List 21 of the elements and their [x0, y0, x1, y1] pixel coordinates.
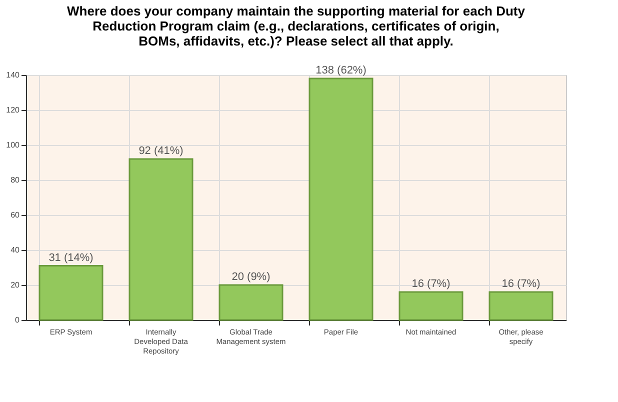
bar [488, 291, 554, 321]
data-label: 16 (7%) [502, 278, 540, 290]
bar [128, 158, 194, 321]
chart-title: Where does your company maintain the supporting material for each Duty Reduction Program claim (e.g., declarations, certificates of origin, BOMs, affidavits, etc.)? Please select all that apply. [67, 4, 526, 48]
y-tick-label: 40 [10, 246, 20, 254]
y-tick-label: 60 [10, 210, 20, 220]
y-tick-label: 120 [6, 106, 20, 114]
y-tick-label: 140 [6, 70, 20, 80]
bar [398, 291, 464, 321]
y-tick-label: 80 [10, 176, 20, 184]
y-tick-label: 100 [6, 140, 20, 150]
bar [218, 284, 284, 321]
data-label: 31 (14%) [48, 252, 94, 264]
bar [38, 265, 104, 321]
y-tick-label: 20 [10, 280, 20, 290]
y-tick-label: 0 [15, 316, 20, 324]
data-label: 16 (7%) [412, 278, 450, 290]
data-label: 20 (9%) [232, 271, 270, 283]
data-label: 138 (62%) [316, 64, 366, 76]
bar [308, 78, 374, 321]
data-label: 92 (41%) [138, 145, 184, 157]
